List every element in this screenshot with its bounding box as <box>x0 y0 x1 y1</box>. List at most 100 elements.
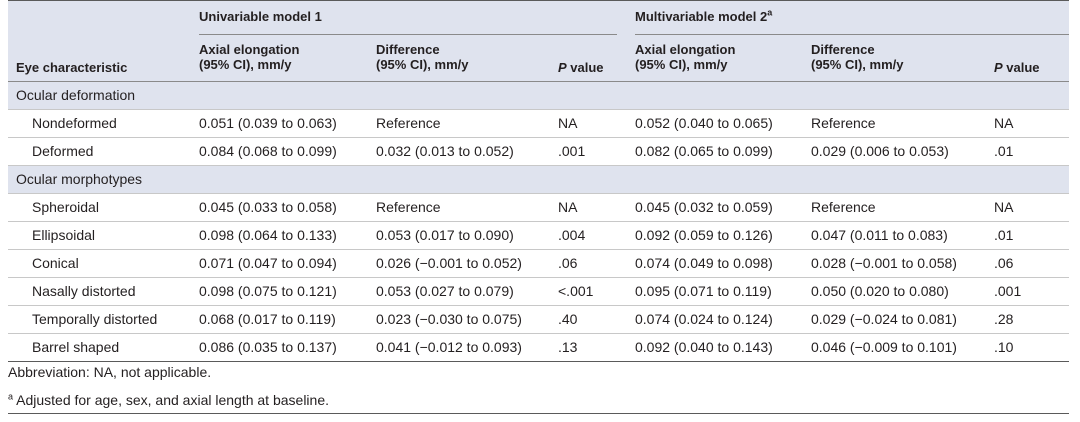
cell-u-axial: 0.051 (0.039 to 0.063) <box>199 115 337 131</box>
cell-u-difference: 0.053 (0.027 to 0.079) <box>376 283 514 299</box>
section-row: Ocular morphotypes <box>8 166 1069 194</box>
cell-u-pvalue: NA <box>558 115 578 131</box>
group-header-multivariable-text: Multivariable model 2 <box>635 9 768 24</box>
cell-m-difference: 0.029 (−0.024 to 0.081) <box>811 311 957 327</box>
row-label: Spheroidal <box>32 199 99 215</box>
cell-m-pvalue: .001 <box>994 283 1022 299</box>
cell-m-pvalue: .10 <box>994 339 1014 355</box>
cell-u-pvalue: .06 <box>558 255 578 271</box>
table-row: Deformed 0.084 (0.068 to 0.099) 0.032 (0… <box>8 138 1069 166</box>
cell-u-difference: Reference <box>376 199 441 215</box>
footnote-abbreviation: Abbreviation: NA, not applicable. <box>8 364 212 380</box>
cell-u-pvalue: .13 <box>558 339 578 355</box>
col-header-u-pvalue: P value <box>558 60 604 75</box>
cell-u-difference: 0.041 (−0.012 to 0.093) <box>376 339 522 355</box>
group-divider-2 <box>635 34 1069 35</box>
cell-m-pvalue: NA <box>994 199 1014 215</box>
group-header-univariable-text: Univariable model 1 <box>199 9 322 24</box>
cell-u-axial: 0.068 (0.017 to 0.119) <box>199 311 336 327</box>
cell-u-axial: 0.071 (0.047 to 0.094) <box>199 255 337 271</box>
cell-m-pvalue: .28 <box>994 311 1014 327</box>
col-header-m-axial-line1: Axial elongation <box>635 42 736 57</box>
col-header-m-difference-line2: (95% CI), mm/y <box>811 57 904 72</box>
footnote-marker: a <box>767 7 773 18</box>
footnote-a-marker: a <box>8 391 14 402</box>
col-header-u-difference-line2: (95% CI), mm/y <box>376 57 469 72</box>
cell-m-difference: 0.050 (0.020 to 0.080) <box>811 283 949 299</box>
cell-u-pvalue: .004 <box>558 227 586 243</box>
cell-m-difference: 0.029 (0.006 to 0.053) <box>811 143 949 159</box>
cell-m-pvalue: NA <box>994 115 1014 131</box>
p-italic: P <box>994 60 1003 75</box>
table-footnotes: Abbreviation: NA, not applicable. a Adju… <box>8 358 329 414</box>
table-header: Univariable model 1 Multivariable model … <box>8 0 1069 82</box>
cell-m-pvalue: .06 <box>994 255 1014 271</box>
col-header-m-axial: Axial elongation (95% CI), mm/y <box>635 42 735 72</box>
footnote-a: a Adjusted for age, sex, and axial lengt… <box>8 386 329 414</box>
col-header-u-difference: Difference (95% CI), mm/y <box>376 42 468 72</box>
table-row: Spheroidal 0.045 (0.033 to 0.058) Refere… <box>8 194 1069 222</box>
cell-m-axial: 0.045 (0.032 to 0.059) <box>635 199 773 215</box>
col-header-m-axial-line2: (95% CI), mm/y <box>635 57 728 72</box>
col-header-u-axial: Axial elongation (95% CI), mm/y <box>199 42 299 72</box>
section-title: Ocular deformation <box>16 87 136 103</box>
cell-m-difference: 0.047 (0.011 to 0.083) <box>811 227 948 243</box>
cell-u-difference: 0.026 (−0.001 to 0.052) <box>376 255 522 271</box>
row-label: Nasally distorted <box>32 283 136 299</box>
table-body: Ocular deformation Nondeformed 0.051 (0.… <box>8 82 1069 362</box>
cell-u-difference: 0.032 (0.013 to 0.052) <box>376 143 514 159</box>
cell-u-axial: 0.098 (0.075 to 0.121) <box>199 283 337 299</box>
cell-m-axial: 0.092 (0.059 to 0.126) <box>635 227 773 243</box>
group-header-univariable: Univariable model 1 <box>199 9 322 24</box>
cell-m-pvalue: .01 <box>994 227 1014 243</box>
p-rest: value <box>566 60 604 75</box>
section-title: Ocular morphotypes <box>16 171 143 187</box>
cell-u-pvalue: .001 <box>558 143 586 159</box>
p-rest: value <box>1002 60 1040 75</box>
p-italic: P <box>558 60 567 75</box>
table-row: Nondeformed 0.051 (0.039 to 0.063) Refer… <box>8 110 1069 138</box>
cell-u-difference: 0.053 (0.017 to 0.090) <box>376 227 514 243</box>
col-header-m-difference-line1: Difference <box>811 42 875 57</box>
group-divider-1 <box>199 34 617 35</box>
cell-u-pvalue: NA <box>558 199 578 215</box>
cell-m-axial: 0.052 (0.040 to 0.065) <box>635 115 773 131</box>
cell-m-axial: 0.095 (0.071 to 0.119) <box>635 283 772 299</box>
cell-u-axial: 0.045 (0.033 to 0.058) <box>199 199 337 215</box>
results-table: Univariable model 1 Multivariable model … <box>8 0 1069 362</box>
cell-m-axial: 0.082 (0.065 to 0.099) <box>635 143 773 159</box>
cell-u-pvalue: .40 <box>558 311 578 327</box>
row-label: Conical <box>32 255 79 271</box>
col-header-eye-characteristic: Eye characteristic <box>16 60 128 75</box>
bottom-rule <box>8 413 1069 414</box>
cell-u-axial: 0.098 (0.064 to 0.133) <box>199 227 337 243</box>
cell-m-difference: 0.046 (−0.009 to 0.101) <box>811 339 957 355</box>
cell-m-difference: Reference <box>811 115 876 131</box>
row-label: Ellipsoidal <box>32 227 96 243</box>
col-header-m-pvalue: P value <box>994 60 1040 75</box>
cell-u-axial: 0.084 (0.068 to 0.099) <box>199 143 337 159</box>
cell-m-axial: 0.074 (0.024 to 0.124) <box>635 311 773 327</box>
footnote-a-text: Adjusted for age, sex, and axial length … <box>13 392 330 408</box>
col-header-u-difference-line1: Difference <box>376 42 440 57</box>
table-row: Ellipsoidal 0.098 (0.064 to 0.133) 0.053… <box>8 222 1069 250</box>
col-header-u-axial-line2: (95% CI), mm/y <box>199 57 292 72</box>
table-row: Temporally distorted 0.068 (0.017 to 0.1… <box>8 306 1069 334</box>
cell-m-difference: 0.028 (−0.001 to 0.058) <box>811 255 957 271</box>
cell-u-axial: 0.086 (0.035 to 0.137) <box>199 339 337 355</box>
cell-m-axial: 0.074 (0.049 to 0.098) <box>635 255 773 271</box>
cell-m-difference: Reference <box>811 199 876 215</box>
cell-m-pvalue: .01 <box>994 143 1014 159</box>
cell-m-axial: 0.092 (0.040 to 0.143) <box>635 339 773 355</box>
table-row: Nasally distorted 0.098 (0.075 to 0.121)… <box>8 278 1069 306</box>
cell-u-difference: 0.023 (−0.030 to 0.075) <box>376 311 522 327</box>
row-label: Nondeformed <box>32 115 117 131</box>
cell-u-pvalue: <.001 <box>558 283 594 299</box>
group-header-multivariable: Multivariable model 2a <box>635 7 773 24</box>
row-label: Barrel shaped <box>32 339 120 355</box>
table-row: Barrel shaped 0.086 (0.035 to 0.137) 0.0… <box>8 334 1069 362</box>
col-header-u-axial-line1: Axial elongation <box>199 42 300 57</box>
row-label: Temporally distorted <box>32 311 158 327</box>
table-row: Conical 0.071 (0.047 to 0.094) 0.026 (−0… <box>8 250 1069 278</box>
cell-u-difference: Reference <box>376 115 441 131</box>
